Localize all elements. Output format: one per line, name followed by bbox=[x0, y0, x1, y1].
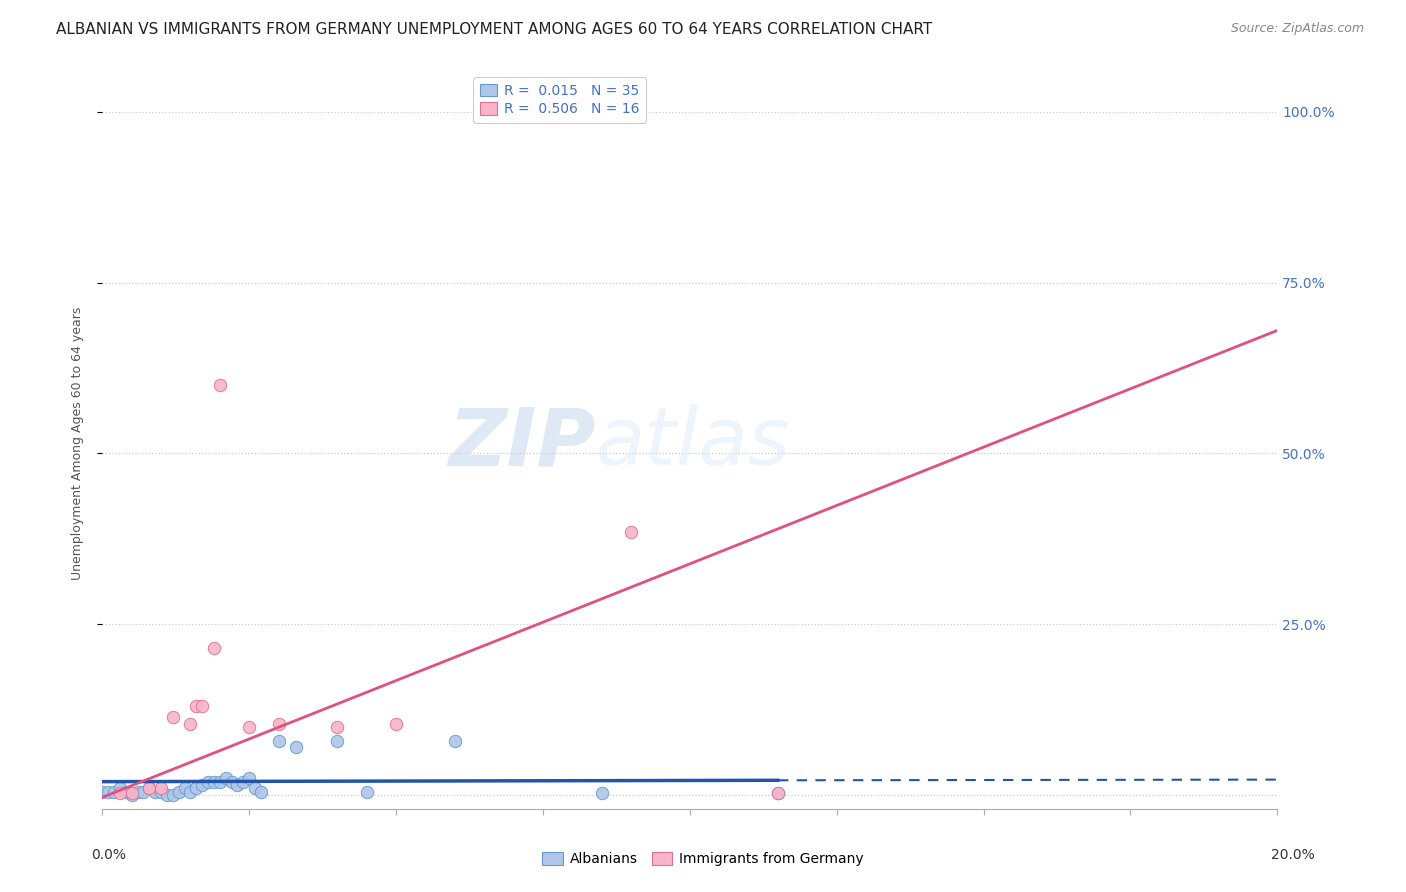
Point bbox=[121, 789, 143, 803]
Text: ALBANIAN VS IMMIGRANTS FROM GERMANY UNEMPLOYMENT AMONG AGES 60 TO 64 YEARS CORRE: ALBANIAN VS IMMIGRANTS FROM GERMANY UNEM… bbox=[56, 22, 932, 37]
Text: Source: ZipAtlas.com: Source: ZipAtlas.com bbox=[1230, 22, 1364, 36]
Point bbox=[91, 785, 114, 799]
Point bbox=[356, 785, 378, 799]
Y-axis label: Unemployment Among Ages 60 to 64 years: Unemployment Among Ages 60 to 64 years bbox=[72, 307, 84, 580]
Point bbox=[208, 378, 231, 392]
Point bbox=[127, 785, 149, 799]
Point bbox=[208, 774, 231, 789]
Point bbox=[285, 740, 308, 755]
Point bbox=[238, 720, 260, 734]
Point bbox=[186, 781, 208, 796]
Point bbox=[150, 781, 173, 796]
Point bbox=[167, 785, 190, 799]
Point bbox=[221, 774, 243, 789]
Point bbox=[114, 785, 136, 799]
Point bbox=[267, 733, 290, 747]
Point bbox=[232, 774, 254, 789]
Point bbox=[156, 789, 179, 803]
Point bbox=[108, 781, 131, 796]
Point bbox=[226, 778, 249, 792]
Point bbox=[202, 774, 225, 789]
Point bbox=[162, 709, 184, 723]
Legend: R =  0.015   N = 35, R =  0.506   N = 16: R = 0.015 N = 35, R = 0.506 N = 16 bbox=[474, 77, 647, 123]
Point bbox=[132, 785, 155, 799]
Point bbox=[202, 641, 225, 656]
Point bbox=[108, 786, 131, 800]
Point bbox=[326, 733, 349, 747]
Point bbox=[103, 785, 125, 799]
Text: ZIP: ZIP bbox=[449, 404, 596, 483]
Point bbox=[243, 781, 266, 796]
Text: 20.0%: 20.0% bbox=[1271, 847, 1315, 862]
Point bbox=[385, 716, 408, 731]
Point bbox=[191, 778, 214, 792]
Point bbox=[186, 699, 208, 714]
Point bbox=[162, 789, 184, 803]
Point bbox=[443, 733, 465, 747]
Text: 0.0%: 0.0% bbox=[91, 847, 127, 862]
Point bbox=[121, 786, 143, 800]
Point bbox=[173, 781, 195, 796]
Point bbox=[238, 771, 260, 785]
Point bbox=[138, 781, 160, 796]
Point bbox=[250, 785, 273, 799]
Point bbox=[267, 716, 290, 731]
Point bbox=[591, 786, 613, 800]
Text: atlas: atlas bbox=[596, 404, 790, 483]
Point bbox=[326, 720, 349, 734]
Point bbox=[138, 781, 160, 796]
Point bbox=[620, 525, 643, 540]
Point bbox=[197, 774, 219, 789]
Point bbox=[179, 785, 201, 799]
Point bbox=[179, 716, 201, 731]
Legend: Albanians, Immigrants from Germany: Albanians, Immigrants from Germany bbox=[537, 847, 869, 871]
Point bbox=[143, 785, 166, 799]
Point bbox=[191, 699, 214, 714]
Point bbox=[215, 771, 238, 785]
Point bbox=[150, 785, 173, 799]
Point bbox=[766, 786, 789, 800]
Point bbox=[766, 786, 789, 800]
Point bbox=[97, 785, 120, 799]
